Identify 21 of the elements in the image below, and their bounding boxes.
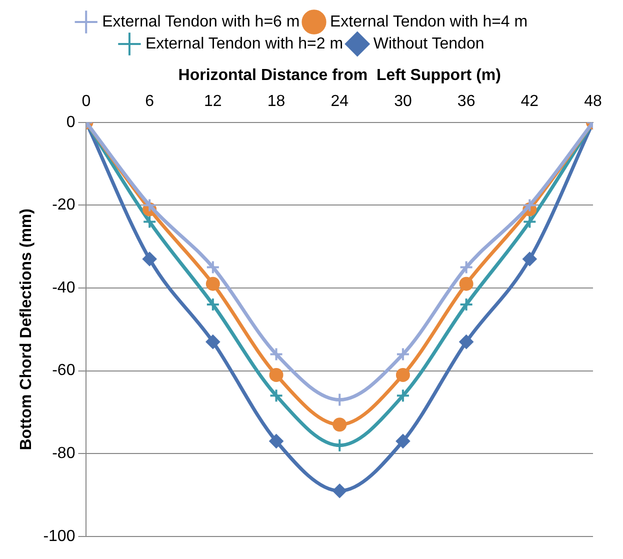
x-tick-label: 36 — [457, 93, 476, 110]
y-tick-label: 0 — [66, 114, 76, 131]
legend-label: External Tendon with h=4 m — [330, 13, 528, 30]
x-tick-label: 12 — [204, 93, 222, 110]
y-tick-label: -100 — [43, 528, 76, 545]
legend-label: External Tendon with h=6 m — [102, 13, 300, 30]
y-axis-title: Bottom Chord Deflections (mm) — [18, 208, 36, 450]
y-tick-label: -20 — [52, 196, 76, 214]
x-tick-label: 24 — [330, 93, 349, 110]
legend-label: External Tendon with h=2 m — [145, 35, 344, 52]
x-tick-label: 6 — [145, 93, 154, 110]
x-axis-title: Horizontal Distance from Left Support (m) — [178, 67, 501, 84]
x-tick-label: 48 — [584, 93, 602, 110]
x-tick-label: 42 — [520, 93, 539, 110]
y-tick-label: -80 — [52, 445, 76, 462]
x-tick-label: 0 — [82, 93, 91, 110]
x-tick-label: 30 — [394, 93, 412, 110]
x-tick-label: 18 — [267, 93, 286, 110]
y-tick-label: -60 — [52, 362, 76, 380]
legend-label: Without Tendon — [373, 35, 484, 52]
y-tick-label: -40 — [52, 279, 76, 296]
